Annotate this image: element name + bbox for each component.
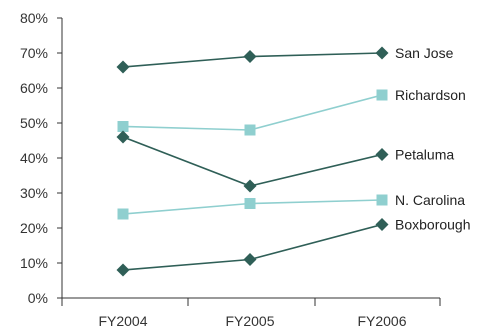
y-tick-label: 0% <box>28 290 48 306</box>
series-line-petaluma <box>122 136 383 187</box>
point-n-carolina <box>244 198 256 209</box>
y-tick-label: 30% <box>20 185 48 201</box>
point-boxborough <box>375 218 389 231</box>
point-petaluma <box>116 130 130 144</box>
point-boxborough <box>116 263 130 277</box>
x-tick-label: FY2006 <box>357 313 406 329</box>
series-label-petaluma: Petaluma <box>395 147 454 163</box>
point-boxborough <box>243 253 257 266</box>
point-richardson <box>117 121 129 132</box>
point-richardson <box>376 89 388 101</box>
series-lines <box>122 52 383 271</box>
point-san-jose <box>243 50 257 63</box>
x-tick-label: FY2005 <box>225 313 274 329</box>
point-richardson <box>244 124 256 136</box>
y-tick-label: 10% <box>20 255 48 271</box>
series-labels: San Jose Richardson Petaluma N. Carolina Box… <box>395 45 471 233</box>
y-tick-label: 80% <box>20 10 48 26</box>
point-san-jose <box>375 46 389 60</box>
point-n-carolina <box>117 208 129 220</box>
series-label-richardson: Richardson <box>395 87 466 103</box>
x-tick-label: FY2004 <box>98 313 147 329</box>
y-tick-label: 60% <box>20 80 48 96</box>
series-label-n-carolina: N. Carolina <box>395 192 465 208</box>
point-petaluma <box>375 148 389 161</box>
y-tick-label: 40% <box>20 150 48 166</box>
x-ticks: FY2004 FY2005 FY2006 <box>61 298 441 329</box>
point-san-jose <box>116 60 130 74</box>
y-tick-label: 50% <box>20 115 48 131</box>
y-tick-label: 20% <box>20 220 48 236</box>
point-petaluma <box>243 179 257 193</box>
y-ticks: 0% 10% 20% 30% 40% 50% 60% 70% 80% <box>20 10 62 306</box>
y-tick-label: 70% <box>20 45 48 61</box>
series-label-san-jose: San Jose <box>395 45 454 61</box>
point-n-carolina <box>376 194 388 206</box>
series-label-boxborough: Boxborough <box>395 217 471 233</box>
series-markers <box>116 46 389 277</box>
